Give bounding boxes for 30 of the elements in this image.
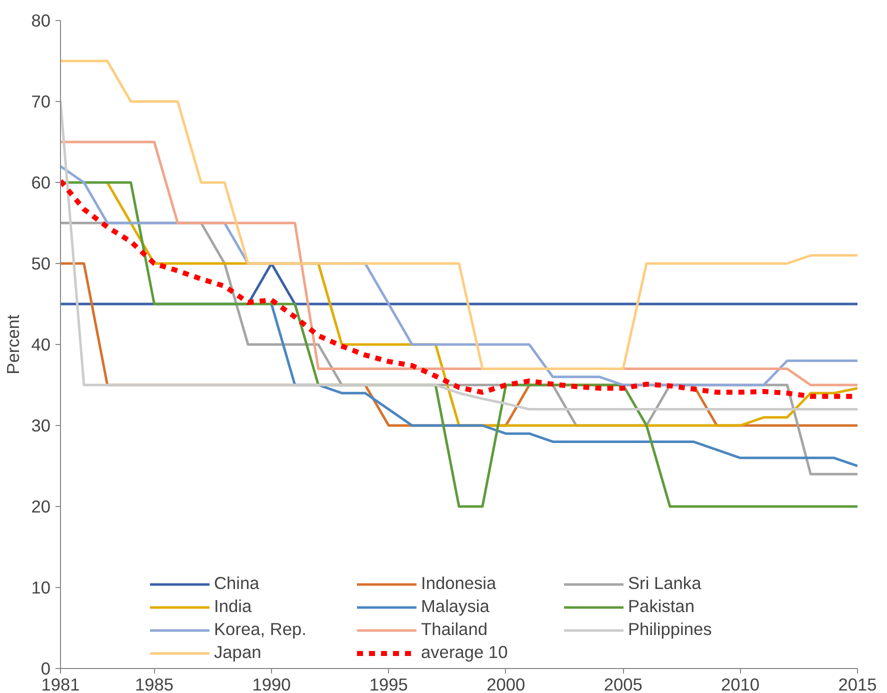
x-tick-label: 1995 (369, 674, 408, 693)
y-tick-label: 10 (31, 578, 51, 598)
legend-label: Thailand (421, 619, 488, 640)
x-tick-label: 2010 (721, 674, 760, 693)
y-tick-label: 50 (31, 254, 51, 274)
y-tick-label: 40 (31, 334, 51, 354)
line-series (270, 302, 858, 468)
legend-label: Japan (214, 642, 262, 663)
legend-label: Malaysia (421, 596, 490, 617)
legend-label: average 10 (421, 642, 509, 663)
legend-label: India (214, 596, 253, 617)
y-axis-title: Percent (3, 314, 24, 374)
y-tick-label: 30 (31, 416, 51, 436)
y-tick-label: 20 (31, 496, 51, 516)
legend-label: Pakistan (628, 596, 696, 617)
legend-label: Philippines (628, 619, 713, 640)
x-tick-label: 1990 (252, 674, 291, 693)
line-series (60, 100, 858, 411)
x-tick-label: 2005 (604, 674, 642, 693)
legend-label: Korea, Rep. (214, 619, 308, 640)
legend-label: Sri Lanka (628, 573, 702, 594)
legend-label: China (214, 573, 260, 594)
x-tick-label: 1985 (134, 674, 174, 693)
x-tick-label: 2015 (838, 674, 877, 693)
y-tick-label: 60 (31, 172, 51, 192)
legend-label: Indonesia (421, 573, 498, 594)
x-tick-label: 2000 (486, 674, 526, 693)
line-series (60, 60, 858, 370)
y-tick-label: 80 (31, 10, 51, 30)
y-tick-label: 70 (31, 92, 51, 112)
